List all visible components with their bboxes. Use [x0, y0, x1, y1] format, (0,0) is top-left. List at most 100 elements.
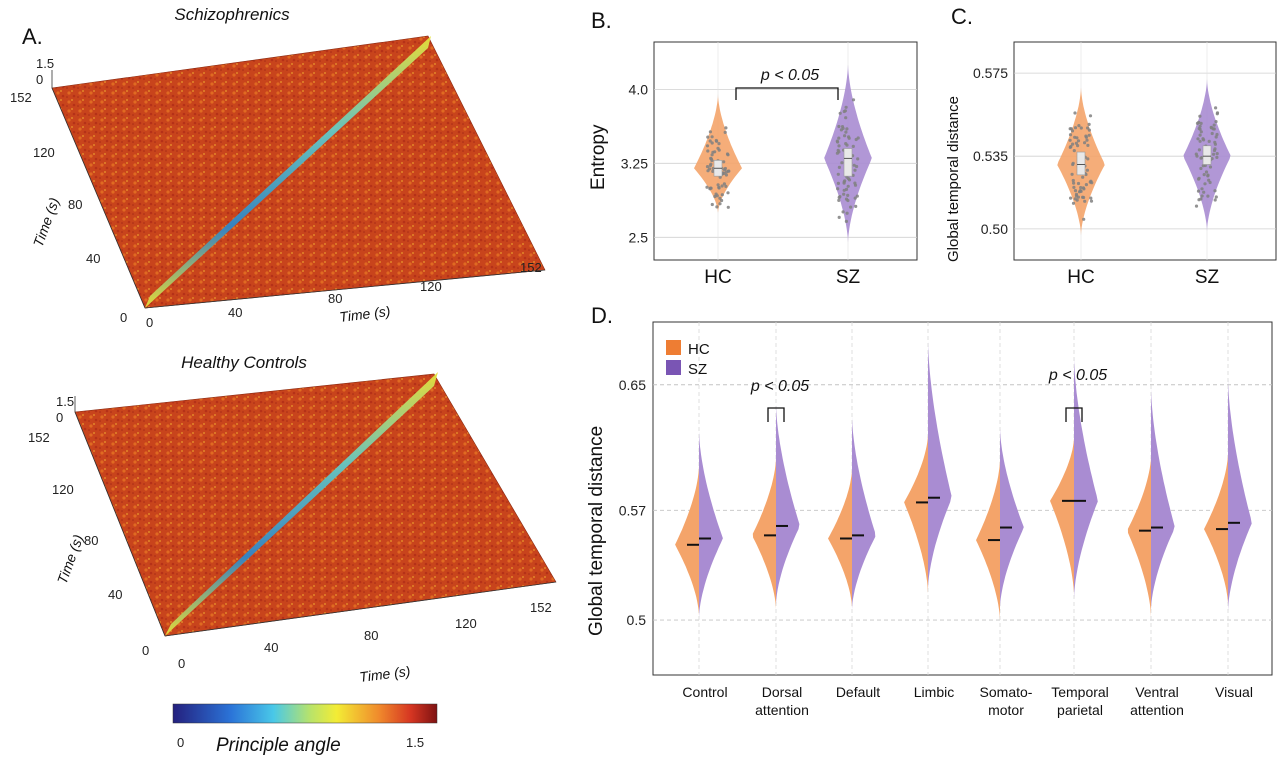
- data-point: [1198, 114, 1202, 118]
- y-axis-label: Global temporal distance: [945, 96, 962, 262]
- split-violin-hc: [904, 435, 928, 594]
- panel-a: A. Schizophrenics 1.5 0 0 40 80 120 152 …: [10, 5, 557, 756]
- panel-c-letter: C.: [951, 4, 973, 29]
- data-point: [711, 150, 715, 154]
- y-tick: 0: [142, 643, 149, 658]
- data-point: [720, 184, 724, 188]
- data-point: [1072, 181, 1076, 185]
- data-point: [844, 105, 848, 109]
- plot-frame: [1013, 41, 1277, 261]
- data-point: [718, 196, 722, 200]
- data-point: [1071, 142, 1075, 146]
- data-point: [1090, 181, 1094, 185]
- y-axis-label: Time (s): [54, 532, 87, 586]
- data-point: [855, 194, 859, 198]
- data-point: [708, 163, 713, 168]
- surface-plane-hc: [74, 373, 557, 637]
- data-point: [1069, 196, 1073, 200]
- data-point: [1206, 194, 1210, 198]
- data-point: [706, 169, 710, 173]
- data-point: [1199, 121, 1203, 125]
- data-point: [1196, 189, 1201, 193]
- colorbar-min-label: 0: [177, 735, 184, 750]
- colorbar: 0 Principle angle 1.5: [172, 703, 438, 756]
- data-point: [1207, 178, 1211, 182]
- data-point: [1213, 198, 1217, 202]
- data-point: [840, 125, 845, 129]
- data-point: [726, 205, 730, 209]
- data-point: [837, 198, 841, 202]
- y-tick: 120: [52, 482, 74, 497]
- panel-b-letter: B.: [591, 8, 612, 33]
- data-point: [710, 135, 714, 139]
- data-point: [1077, 190, 1082, 194]
- data-point: [1071, 162, 1075, 167]
- data-point: [1204, 170, 1209, 174]
- data-point: [1079, 186, 1083, 190]
- data-point: [722, 168, 727, 172]
- x-tick-hc: HC: [704, 267, 731, 288]
- y-tick-label: 4.0: [629, 81, 649, 97]
- y-axis-label: Entropy: [588, 124, 609, 190]
- data-point: [853, 183, 858, 187]
- data-point: [836, 140, 840, 144]
- data-point: [718, 175, 722, 179]
- y-tick: 0: [120, 310, 127, 325]
- plot-frame: [653, 41, 918, 261]
- data-point: [1197, 198, 1201, 202]
- data-point: [1072, 149, 1076, 153]
- data-point: [1196, 137, 1200, 141]
- split-violin-hc: [1127, 456, 1151, 617]
- data-point: [724, 173, 729, 177]
- split-violin-hc: [1050, 438, 1074, 595]
- data-point: [1198, 139, 1202, 143]
- y-tick-label: 0.5: [627, 612, 647, 628]
- data-point: [1213, 189, 1217, 193]
- data-point: [844, 219, 849, 223]
- x-tick-sz: SZ: [1195, 267, 1220, 288]
- data-point: [1206, 173, 1210, 177]
- data-point: [1084, 134, 1088, 138]
- surface-title-sz: Schizophrenics: [174, 5, 290, 24]
- data-point: [846, 184, 850, 188]
- data-point: [837, 195, 841, 200]
- data-point: [851, 98, 856, 102]
- data-point: [1211, 127, 1215, 131]
- data-point: [1203, 182, 1207, 186]
- significance-annotations: p < 0.05 p < 0.05: [750, 367, 1107, 422]
- data-point: [836, 181, 841, 185]
- data-point: [1071, 201, 1076, 205]
- data-point: [1087, 133, 1091, 137]
- y-tick-label: 0.50: [981, 221, 1008, 237]
- panel-c: C. 0.50 0.535 0.575 Global temporal distan…: [945, 4, 1277, 288]
- panel-a-letter: A.: [22, 24, 43, 49]
- y-tick-label: 0.57: [619, 502, 646, 518]
- y-ticks: 0.5 0.57 0.65: [619, 377, 646, 628]
- legend-label-hc: HC: [688, 341, 710, 358]
- surface-plot-schizophrenics: Schizophrenics 1.5 0 0 40 80 120 152 0 4…: [10, 5, 546, 330]
- data-point: [836, 187, 840, 191]
- data-point: [851, 144, 855, 148]
- data-point: [1215, 111, 1220, 115]
- data-point: [839, 128, 844, 132]
- data-point: [856, 157, 860, 161]
- violin-hc: [694, 94, 742, 213]
- panel-d-letter: D.: [591, 303, 613, 328]
- data-point: [1086, 157, 1090, 161]
- x-tick: 80: [328, 291, 342, 306]
- data-point: [1074, 141, 1078, 145]
- significance-label: p < 0.05: [1048, 367, 1107, 384]
- data-point: [853, 196, 857, 200]
- plot-frame: [652, 321, 1273, 676]
- category-labels: Control Dorsal attention Default Limbic Somat…: [682, 684, 1253, 718]
- data-point: [720, 193, 724, 197]
- x-axis-label: Time (s): [338, 303, 391, 325]
- split-violin-sz: [928, 340, 952, 589]
- data-point: [705, 185, 709, 189]
- data-point: [1077, 124, 1081, 128]
- data-point: [724, 184, 728, 188]
- data-point: [714, 138, 718, 143]
- y-tick: 80: [84, 533, 98, 548]
- x-tick: 120: [420, 279, 442, 294]
- split-violins: [675, 340, 1252, 621]
